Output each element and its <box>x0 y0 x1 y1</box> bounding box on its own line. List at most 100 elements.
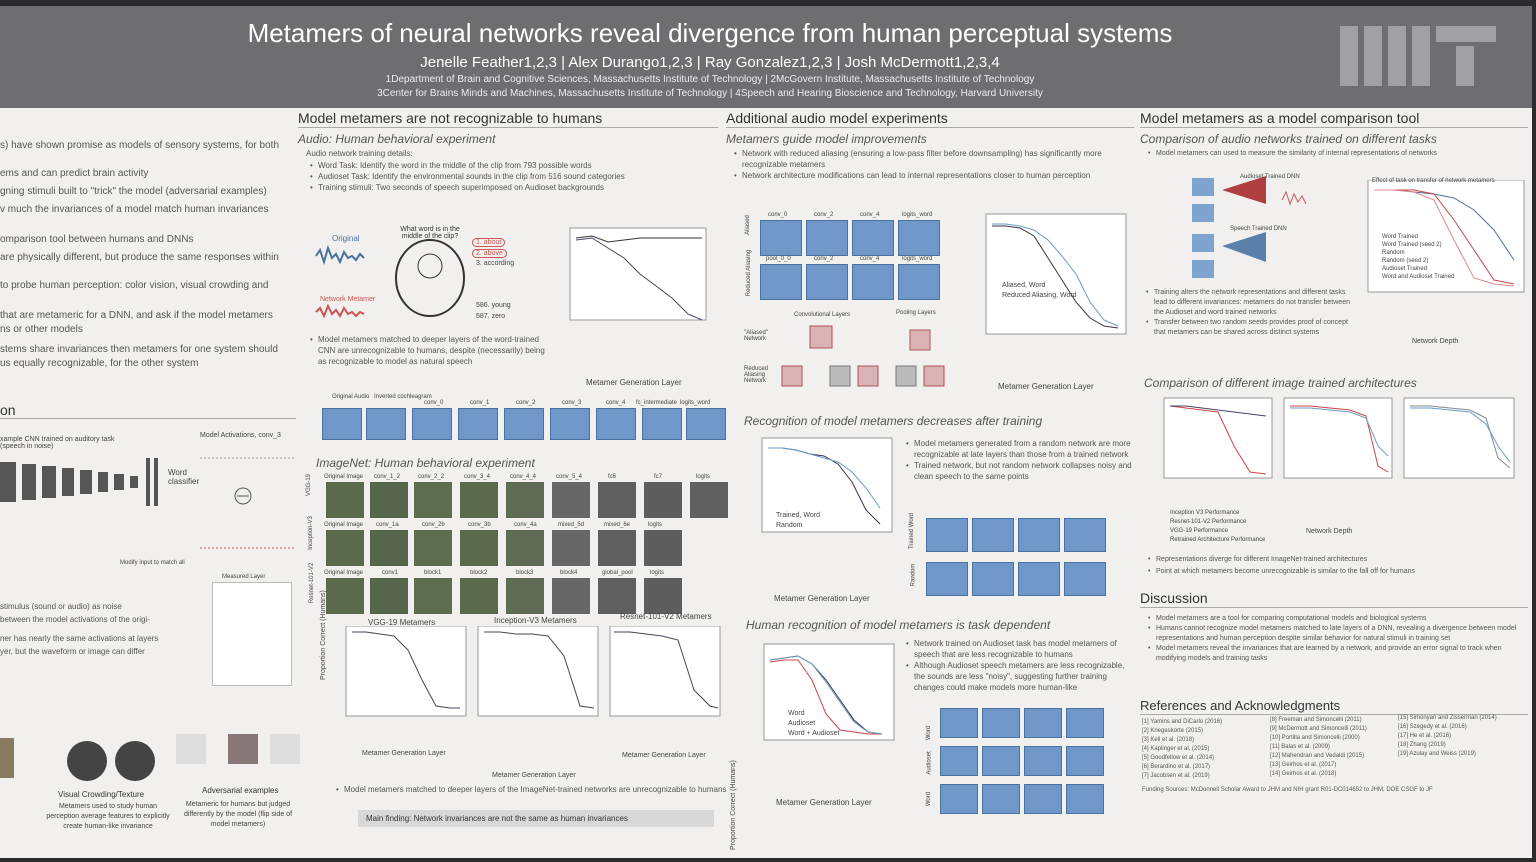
res-layer: block3 <box>516 570 534 576</box>
x-axis-label: Metamer Generation Layer <box>492 772 576 779</box>
layer-label: conv_4 <box>606 400 626 406</box>
intro-line: ns or other models <box>0 324 83 335</box>
row-label: Reduced Aliasing <box>746 249 753 297</box>
training-label: Audio network training details: <box>306 149 413 158</box>
reference: [2] Kriegeskorte (2015) <box>1142 728 1204 734</box>
references-col-2: [8] Freeman and Simoncelli (2011) [9] Mc… <box>1270 716 1396 779</box>
poster-authors: Jenelle Feather1,2,3 | Alex Durango1,2,3… <box>420 54 1000 71</box>
res-layer: block2 <box>470 570 488 576</box>
bullet: Training alters the network representati… <box>1144 288 1358 318</box>
intro-line: v much the invariances of a model match … <box>0 204 269 215</box>
spectrogram <box>852 220 894 256</box>
subheading-audio-networks: Comparison of audio networks trained on … <box>1140 132 1437 146</box>
image-tile <box>414 482 452 518</box>
x-axis-label: Metamer Generation Layer <box>586 378 682 387</box>
col-label: conv_0 <box>768 212 788 218</box>
reference: [15] Simonyan and Zisserman (2014) <box>1398 715 1497 721</box>
poster-header: Metamers of neural networks reveal diver… <box>0 6 1532 108</box>
vgg-layer: logits <box>696 474 711 480</box>
reference: [1] Yamins and DiCarlo (2016) <box>1142 719 1223 725</box>
effect-title: Effect of task on transfer of network me… <box>1372 178 1495 184</box>
x-axis-label: Metamer Generation Layer <box>998 382 1094 391</box>
res-layer: block1 <box>424 570 442 576</box>
image-tile <box>644 530 682 566</box>
col-label: logits_word <box>902 256 933 262</box>
spectrogram <box>366 408 406 440</box>
measured-layer-label: Measured Layer <box>222 574 266 580</box>
net-label: VGG-19 <box>306 473 313 497</box>
audio-result: Model metamers matched to deeper layers … <box>308 334 553 367</box>
training-recognition-plot <box>761 437 893 533</box>
vgg-layer: conv_5_4 <box>556 474 583 480</box>
column-not-recognizable: Model metamers are not recognizable to h… <box>298 110 728 827</box>
legend-entry: Audioset <box>788 720 816 727</box>
bullet: Model metamers generated from a random n… <box>904 438 1132 460</box>
intro-line: stems share invariances then metamers fo… <box>0 344 278 355</box>
spectrogram <box>972 518 1014 552</box>
inc-layer: conv_2b <box>422 522 445 528</box>
vgg-layer: conv_1_2 <box>374 474 401 480</box>
mit-logo <box>1340 26 1496 86</box>
modify-input-label: Modify input to match all <box>120 560 185 566</box>
subheading-audio-experiment: Audio: Human behavioral experiment <box>298 132 496 146</box>
inc-layer: conv_4a <box>514 522 537 528</box>
reference: [16] Szegedy et al. (2016) <box>1398 724 1467 730</box>
imagenet-recognition-plots <box>345 626 721 717</box>
row-label: Aliased <box>744 215 751 235</box>
image-tile <box>414 530 452 566</box>
task-recognition-plot <box>763 643 895 741</box>
choice-586: 586. young <box>476 302 511 309</box>
net-label: Inception-V3 <box>307 516 314 550</box>
reference: [10] Portilla and Simoncelli (2000) <box>1270 735 1360 741</box>
adversarial-text: Metameric for humans but judged differen… <box>183 801 293 828</box>
image-tile <box>552 530 590 566</box>
reference: [7] Jacobsen et al. (2019) <box>1142 773 1210 779</box>
res-layer: logits <box>650 570 665 576</box>
image-tile <box>370 530 408 566</box>
spectrogram <box>504 408 544 440</box>
spectrogram <box>458 408 498 440</box>
legend-entry: Inception V3 Performance <box>1170 510 1240 516</box>
reference: [14] Geirhos et al. (2018) <box>1270 771 1337 777</box>
subheading-task-dependent: Human recognition of model metamers is t… <box>746 618 1051 632</box>
activation-histograms <box>212 582 292 686</box>
image-tile <box>370 482 408 518</box>
intro-line: are physically different, but produce th… <box>0 252 279 263</box>
poster: Metamers of neural networks reveal diver… <box>0 6 1532 858</box>
column-additional-audio: Additional audio model experiments Metam… <box>726 110 1134 850</box>
layer-label: fc_intermediate <box>636 400 678 406</box>
intro-line: us equally recognizable, for the other s… <box>0 358 199 369</box>
reference: [18] Zhang (2019) <box>1398 742 1446 748</box>
bullet: Transfer between two random seeds provid… <box>1144 318 1358 338</box>
reference: [12] Mahendran and Vedaldi (2015) <box>1270 753 1365 759</box>
crowding-title: Visual Crowding/Texture <box>58 790 145 799</box>
legend-entry: Aliased, Word <box>1002 282 1046 289</box>
training-bullet: Word Task: Identify the word in the midd… <box>308 160 718 171</box>
heading-additional-audio: Additional audio model experiments <box>726 110 1134 128</box>
spectrogram <box>760 264 802 300</box>
image-tile <box>598 482 636 518</box>
word-classifier-label: Word classifier <box>168 468 200 486</box>
y-axis-label: Proportion Correct (Humans) <box>730 760 737 850</box>
row-label: Word <box>926 725 933 741</box>
spectrogram <box>926 518 968 552</box>
image-tile <box>370 578 408 614</box>
x-axis-label: Metamer Generation Layer <box>622 752 706 759</box>
legend-entry: Audioset Trained <box>1382 266 1428 272</box>
aliased-network-label: "Aliased" Network <box>744 330 768 342</box>
inc-layer: logits <box>648 522 663 528</box>
plot-title: VGG-19 Metamers <box>368 618 436 627</box>
legend-entry: Random <box>776 522 803 529</box>
layer-label: conv_2 <box>516 400 536 406</box>
reference: [4] Kaplinger et al. (2015) <box>1142 746 1210 752</box>
legend-entry: Word Trained (seed 2) <box>1382 242 1442 248</box>
col-label: conv_4 <box>860 256 880 262</box>
spectrogram <box>412 408 452 440</box>
image-result: Model metamers matched to deeper layers … <box>334 784 734 795</box>
spectrogram <box>1024 746 1062 776</box>
reference: [5] Goodfellow et al. (2014) <box>1142 755 1215 761</box>
row-label: Audioset <box>926 751 933 775</box>
intro-line: ems and can predict brain activity <box>0 168 149 179</box>
legend-entry: Word <box>788 710 805 717</box>
x-axis-label: Metamer Generation Layer <box>362 750 446 757</box>
